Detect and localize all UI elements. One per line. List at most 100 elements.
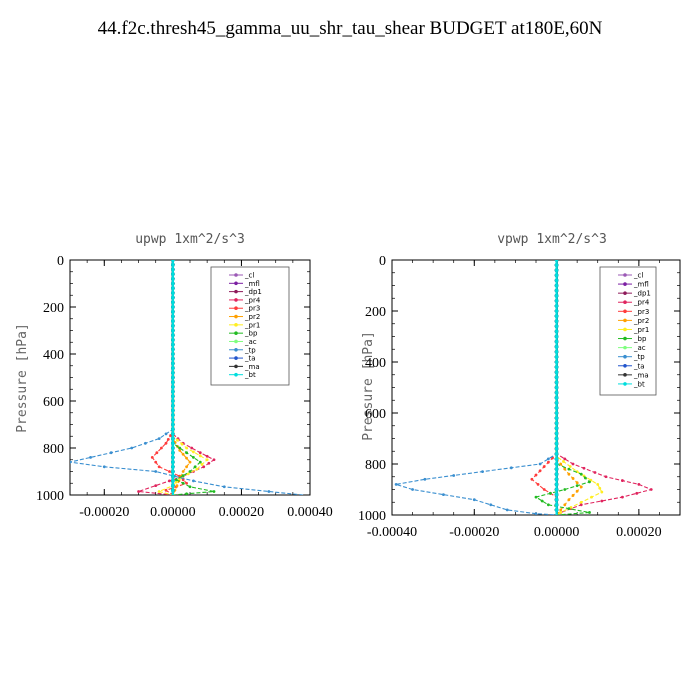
series-marker-pr2 — [559, 508, 563, 512]
legend-swatch-marker — [234, 372, 238, 377]
series-marker-bt — [171, 333, 175, 338]
series-marker-bt — [554, 329, 559, 334]
series-marker-bt — [554, 416, 559, 420]
legend-label: _dp1 — [633, 290, 651, 298]
series-marker-bt — [554, 299, 559, 303]
series-marker-pr1 — [582, 474, 586, 478]
series-marker-pr2 — [563, 467, 567, 471]
legend-swatch-marker — [623, 382, 627, 386]
plot-area — [70, 260, 304, 495]
series-marker-bp — [198, 460, 202, 464]
series-marker-bt — [171, 375, 175, 380]
series-marker-pr1 — [174, 480, 178, 484]
legend-label: _bp — [244, 330, 258, 338]
y-tick-label: 600 — [365, 407, 386, 422]
legend-label: _pr2 — [244, 313, 260, 321]
series-marker-pr1 — [562, 460, 565, 463]
legend-swatch-marker — [234, 281, 238, 286]
legend-swatch-marker — [234, 347, 238, 352]
legend-swatch-marker — [234, 314, 238, 319]
series-marker-bt — [554, 508, 559, 512]
series-marker-pr4 — [563, 457, 567, 461]
legend-label: _bt — [633, 380, 645, 388]
series-marker-bt — [554, 401, 559, 405]
series-marker-bp — [181, 474, 185, 478]
series-marker-bp — [588, 480, 591, 484]
series-marker-bt — [554, 492, 559, 497]
series-marker-bt — [171, 399, 175, 403]
series-line-bp — [534, 260, 591, 515]
legend-label: _pr3 — [244, 305, 260, 313]
legend-label: _mfl — [244, 280, 260, 288]
y-tick-label: 400 — [365, 356, 386, 371]
series-marker-tp — [192, 479, 195, 483]
series-marker-bt — [554, 375, 559, 380]
y-tick-label: 1000 — [36, 489, 64, 504]
series-marker-pr1 — [205, 458, 209, 462]
series-marker-tp — [411, 488, 414, 491]
series-marker-pr3 — [536, 483, 540, 486]
y-tick-label: 200 — [365, 305, 386, 320]
series-marker-bt — [554, 260, 559, 262]
series-marker-bt — [554, 487, 559, 492]
series-marker-tp — [109, 451, 113, 455]
series-marker-bt — [554, 334, 559, 339]
series-marker-pr2 — [575, 481, 579, 485]
series-marker-bt — [171, 427, 175, 432]
series-marker-bt — [554, 350, 559, 354]
series-marker-pr4 — [207, 461, 211, 465]
series-marker-pr1 — [596, 483, 600, 486]
series-marker-pr3 — [154, 460, 158, 464]
series-marker-bp — [583, 476, 587, 480]
legend-swatch-marker — [234, 356, 238, 360]
series-marker-pr3 — [150, 456, 154, 459]
series-marker-tp — [89, 456, 92, 459]
series-marker-tp — [423, 477, 427, 481]
series-marker-bt — [554, 436, 559, 441]
series-marker-pr2 — [571, 477, 575, 480]
series-marker-tp — [538, 462, 542, 466]
legend-swatch-marker — [623, 273, 627, 277]
series-marker-bt — [554, 268, 559, 273]
legend-label: _cl — [244, 272, 254, 280]
series-marker-bt — [171, 413, 175, 417]
series-marker-pr2 — [188, 460, 192, 464]
series-marker-bt — [171, 436, 175, 441]
legend-label: _tp — [633, 353, 645, 361]
series-marker-pr3 — [157, 465, 161, 469]
x-tick-label: 0.00020 — [616, 525, 662, 540]
series-marker-bt — [171, 465, 175, 469]
series-marker-pr3 — [168, 470, 171, 473]
series-marker-pr3 — [546, 460, 550, 464]
series-marker-pr1 — [176, 438, 179, 442]
legend-swatch-marker — [234, 339, 238, 344]
series-marker-bt — [554, 467, 559, 471]
series-marker-bt — [554, 482, 559, 487]
series-marker-bt — [554, 390, 559, 395]
legend-swatch-marker — [234, 273, 238, 277]
series-marker-pr1 — [600, 490, 604, 494]
series-marker-pr3 — [534, 473, 538, 477]
series-marker-bt — [171, 432, 175, 436]
series-marker-bp — [185, 492, 188, 495]
x-tick-label: -0.00020 — [79, 505, 129, 520]
series-marker-pr1 — [157, 490, 161, 493]
y-tick-label: 800 — [43, 442, 64, 457]
series-marker-tp — [394, 483, 398, 486]
series-marker-bt — [554, 263, 559, 267]
series-line-tp — [395, 260, 558, 515]
series-marker-pr3 — [166, 437, 170, 441]
series-line-pr1 — [556, 260, 603, 515]
series-marker-bt — [171, 389, 175, 394]
legend-swatch-marker — [234, 331, 238, 335]
series-marker-bp — [188, 470, 192, 473]
series-marker-pr1 — [590, 495, 593, 499]
legend-label: _cl — [633, 272, 643, 280]
series-marker-tp — [452, 474, 456, 477]
series-marker-bt — [554, 339, 559, 344]
legend-swatch-marker — [623, 327, 627, 332]
series-marker-bt — [171, 347, 175, 352]
legend-label: _mfl — [633, 281, 649, 289]
series-marker-pr1 — [180, 442, 184, 446]
